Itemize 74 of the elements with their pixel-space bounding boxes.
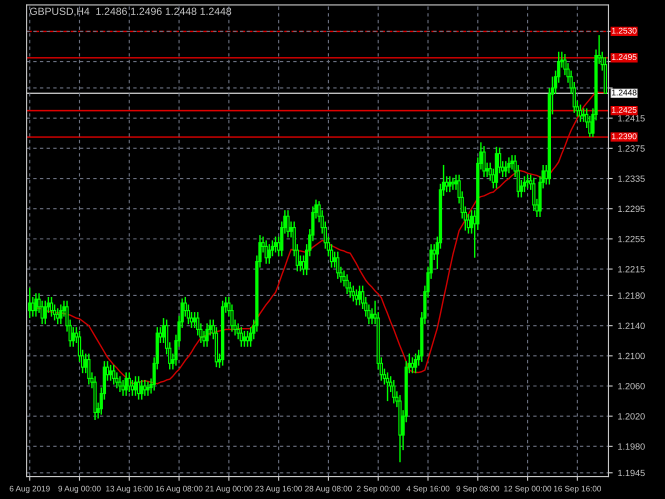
candlestick <box>286 210 290 238</box>
chart-title: GBPUSD,H4 1.2486 1.2496 1.2448 1.2448 <box>30 8 232 16</box>
x-tick-label: 9 Sep 08:00 <box>456 486 500 494</box>
candlestick <box>128 372 131 393</box>
y-tick-label: 1.2415 <box>618 115 645 122</box>
candlestick <box>482 145 486 178</box>
ref-line-label: 1.2495 <box>612 54 637 60</box>
candlestick <box>578 104 582 123</box>
y-tick-label: 1.2180 <box>618 292 645 299</box>
candlestick <box>28 287 32 319</box>
candlestick <box>410 356 414 374</box>
y-tick-label: 1.2140 <box>618 322 645 330</box>
candlestick <box>140 379 144 400</box>
candlestick <box>118 376 122 393</box>
y-tick-label: 1.2295 <box>618 206 645 212</box>
y-tick-label: 1.2215 <box>618 266 645 272</box>
candlestick <box>448 176 452 193</box>
x-tick-label: 4 Sep 16:00 <box>406 486 450 494</box>
y-tick-label: 1.2060 <box>618 382 645 390</box>
candlestick <box>352 284 355 302</box>
candlestick <box>44 300 47 325</box>
y-tick-label: 1.1980 <box>618 443 645 450</box>
candlestick <box>414 352 418 374</box>
candlestick <box>87 352 90 386</box>
candlestick <box>336 251 340 280</box>
ref-line-label: 1.2425 <box>612 106 637 113</box>
y-tick-label: 1.2020 <box>618 413 645 420</box>
candlestick <box>112 364 116 386</box>
x-tick-label: 9 Aug 00:00 <box>58 486 101 494</box>
y-tick-label: 1.1945 <box>618 470 645 476</box>
candlestick <box>386 372 390 402</box>
candlestick <box>264 240 268 264</box>
candlestick <box>504 160 508 178</box>
candlestick <box>370 308 374 325</box>
y-tick-label: 1.2375 <box>618 145 645 152</box>
candlestick <box>507 156 511 174</box>
x-tick-label: 16 Aug 08:00 <box>156 486 202 494</box>
candlestick <box>124 372 128 397</box>
candlestick <box>268 243 271 264</box>
candlestick <box>143 379 146 397</box>
y-tick-label: 1.2255 <box>618 236 645 242</box>
candlestick <box>345 274 349 295</box>
candlestick <box>136 376 140 400</box>
candlestick <box>59 304 62 325</box>
candlestick <box>392 379 396 404</box>
x-tick-label: 2 Sep 00:00 <box>356 486 400 494</box>
ref-line-label: 1.2530 <box>612 28 637 34</box>
ref-line-label: 1.2448 <box>612 90 637 96</box>
y-tick-label: 1.2100 <box>618 352 645 360</box>
x-tick-label: 6 Aug 2019 <box>10 486 50 494</box>
candlestick <box>108 364 112 382</box>
x-tick-label: 13 Aug 16:00 <box>106 486 153 494</box>
x-tick-label: 23 Aug 16:00 <box>255 486 302 494</box>
candlestick <box>510 154 514 170</box>
candlestick <box>358 284 362 306</box>
candlestick <box>240 326 243 348</box>
candlestick <box>526 174 530 190</box>
candlestick <box>354 288 358 306</box>
candlestick <box>146 380 150 397</box>
candlestick <box>274 236 278 254</box>
candlestick <box>56 308 60 325</box>
x-tick-label: 12 Sep 00:00 <box>504 486 552 494</box>
candlestick <box>205 322 209 348</box>
x-tick-label: 28 Aug 08:00 <box>305 486 352 494</box>
candlestick <box>134 376 138 397</box>
x-tick-label: 21 Aug 00:00 <box>206 486 252 494</box>
candlestick <box>246 330 250 348</box>
candlestick <box>50 296 54 318</box>
candlestick <box>34 292 38 318</box>
candlestick <box>242 330 246 348</box>
ref-line-label: 1.2390 <box>612 133 637 140</box>
y-tick-label: 1.2335 <box>618 175 645 182</box>
x-tick-label: 16 Sep 16:00 <box>554 486 602 494</box>
candlestick <box>451 177 455 191</box>
